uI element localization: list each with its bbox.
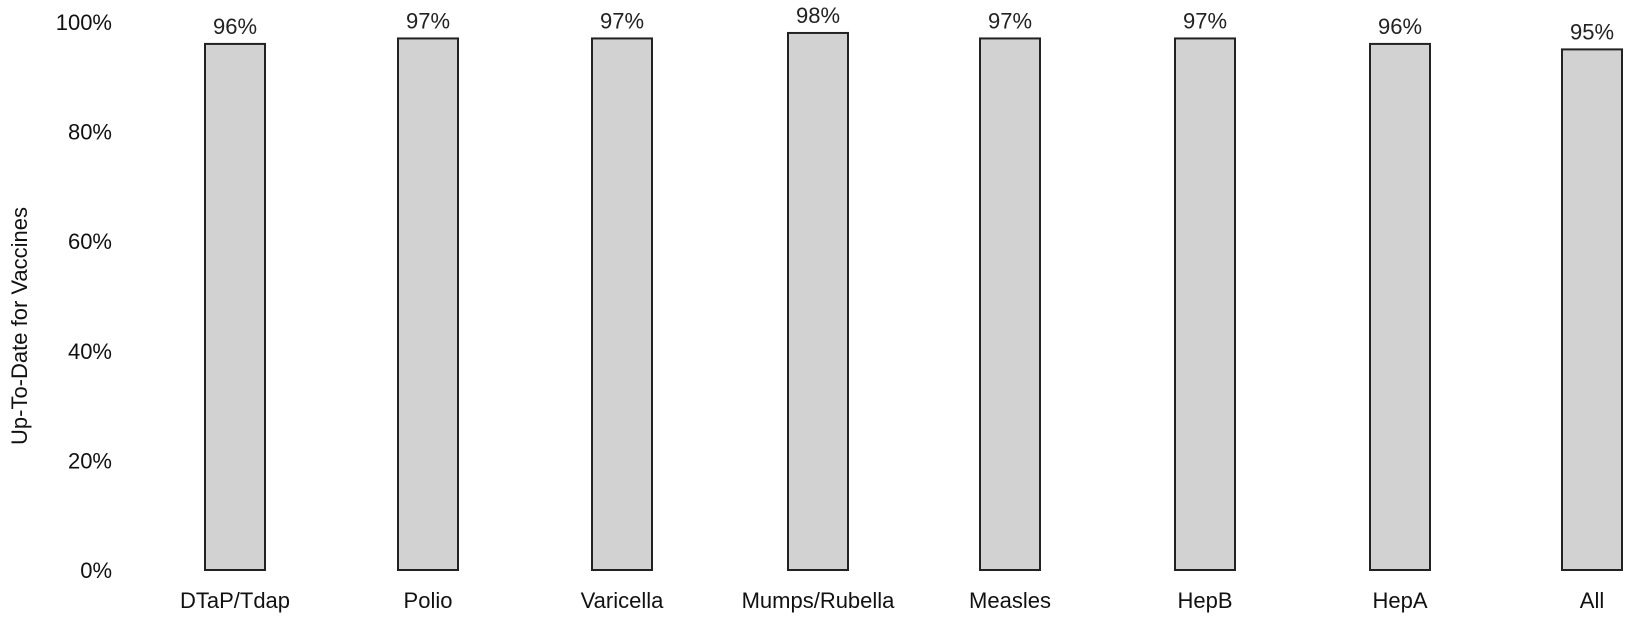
- y-tick-label: 0%: [80, 558, 112, 583]
- bar-data-label: 95%: [1570, 19, 1614, 44]
- category-label: All: [1580, 588, 1604, 613]
- y-axis-title: Up-To-Date for Vaccines: [7, 207, 32, 445]
- bar: [979, 37, 1041, 571]
- bar: [1174, 37, 1236, 571]
- y-tick-label: 40%: [68, 339, 112, 364]
- category-label: Measles: [969, 588, 1051, 613]
- category-labels: DTaP/Tdap Polio Varicella Mumps/Rubella Meas…: [180, 588, 1604, 613]
- data-labels: 96% 97% 97% 98% 97% 97% 96% 95%: [213, 3, 1614, 44]
- bar-data-label: 98%: [796, 3, 840, 28]
- bar: [787, 31, 849, 571]
- category-label: DTaP/Tdap: [180, 588, 290, 613]
- category-label: HepA: [1372, 588, 1427, 613]
- bar: [204, 42, 266, 572]
- bar: [397, 37, 459, 571]
- category-label: Varicella: [581, 588, 665, 613]
- y-tick-label: 20%: [68, 448, 112, 473]
- category-label: Mumps/Rubella: [742, 588, 896, 613]
- bar-data-label: 97%: [406, 8, 450, 33]
- bars: [204, 31, 1623, 572]
- bar-data-label: 97%: [600, 8, 644, 33]
- bar-data-label: 96%: [213, 14, 257, 39]
- y-tick-label: 60%: [68, 229, 112, 254]
- category-label: HepB: [1177, 588, 1232, 613]
- y-tick-label: 80%: [68, 120, 112, 145]
- category-label: Polio: [404, 588, 453, 613]
- bar: [1369, 42, 1431, 572]
- y-axis-ticks: 0% 20% 40% 60% 80% 100%: [56, 10, 112, 583]
- y-tick-label: 100%: [56, 10, 112, 35]
- bar-data-label: 96%: [1378, 14, 1422, 39]
- bar-data-label: 97%: [1183, 8, 1227, 33]
- bar-data-label: 97%: [988, 8, 1032, 33]
- bar: [1561, 48, 1623, 571]
- bar: [591, 37, 653, 571]
